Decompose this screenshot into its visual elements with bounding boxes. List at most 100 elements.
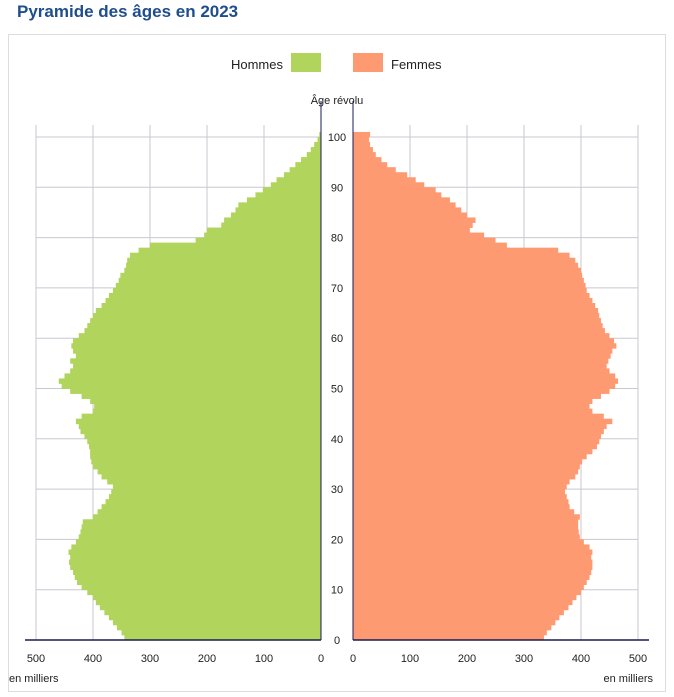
bar-hommes-age-62 [87,323,321,329]
bar-femmes-age-37 [353,448,593,455]
bar-femmes-age-70 [353,282,586,289]
bar-femmes-age-69 [353,287,587,294]
bar-hommes-age-1 [121,629,321,636]
bar-hommes-age-10 [81,584,321,591]
bar-hommes-age-36 [90,453,322,460]
bar-hommes-age-26 [101,504,321,510]
bar-hommes-age-89 [262,187,321,193]
bar-hommes-age-4 [108,614,322,621]
bar-hommes-age-52 [64,373,321,379]
bar-hommes-age-82 [221,222,321,228]
bar-hommes-age-9 [87,589,321,596]
bar-femmes-age-41 [353,428,604,435]
bar-hommes-age-93 [289,167,321,173]
bar-femmes-age-0 [353,634,544,641]
bar-femmes-age-61 [353,328,605,334]
bar-femmes-age-23 [353,519,579,525]
bar-femmes-age-77 [353,247,559,254]
x-tick-label: 100 [255,653,273,665]
x-tick-label: 0 [350,653,356,665]
bar-hommes-age-46 [94,403,321,410]
bar-femmes-age-4 [353,614,560,621]
y-tick-label: 100 [328,132,346,144]
x-tick-label: 400 [84,653,102,665]
bar-femmes-age-31 [353,479,570,485]
bar-hommes-age-66 [101,302,321,309]
bar-hommes-age-24 [93,514,321,520]
bar-femmes-age-97 [353,147,373,153]
bar-femmes-age-2 [353,624,552,631]
bar-hommes-age-22 [81,524,321,530]
bar-femmes-age-99 [353,137,369,143]
bar-femmes-age-12 [353,574,590,581]
bar-hommes-age-65 [95,308,321,314]
bar-hommes-age-91 [276,177,321,183]
bar-femmes-age-94 [353,162,388,168]
bar-femmes-age-67 [353,297,593,304]
x-tick-label: 0 [318,653,324,665]
bar-hommes-age-11 [77,579,321,586]
bar-hommes-age-13 [73,569,321,576]
bar-femmes-age-53 [353,368,610,374]
bar-femmes-age-3 [353,619,556,626]
bar-hommes-age-0 [124,634,321,641]
bar-hommes-age-14 [70,564,321,570]
bar-hommes-age-69 [112,287,321,294]
x-tick-label: 300 [515,653,533,665]
bar-femmes-age-10 [353,584,584,591]
bar-femmes-age-21 [353,529,579,535]
bar-hommes-age-80 [204,232,321,238]
bar-femmes-age-71 [353,277,584,284]
bar-femmes-age-27 [353,499,569,505]
bar-hommes-age-73 [124,267,321,274]
bar-hommes-age-87 [246,197,321,203]
bar-femmes-age-19 [353,539,584,545]
bar-femmes-age-46 [353,403,590,410]
bar-femmes-age-63 [353,318,601,324]
bar-femmes-age-79 [353,237,496,244]
bar-hommes-age-23 [82,519,322,525]
bar-femmes-age-47 [353,398,593,404]
bar-hommes-age-43 [75,418,322,425]
bar-hommes-age-85 [235,207,321,213]
bar-femmes-age-30 [353,484,567,490]
bar-hommes-age-96 [306,152,321,158]
bar-femmes-age-55 [353,358,609,364]
bar-femmes-age-52 [353,373,616,379]
x-tick-label: 400 [572,653,590,665]
bar-femmes-age-84 [353,212,467,218]
y-tick-label: 10 [331,585,343,597]
bar-femmes-age-86 [353,202,456,208]
bar-femmes-age-20 [353,534,580,540]
y-tick-label: 90 [331,182,343,194]
bar-hommes-age-25 [97,509,321,515]
x-tick-label: 200 [458,653,476,665]
bar-femmes-age-50 [353,383,616,389]
bar-femmes-age-49 [353,388,610,394]
bar-femmes-age-83 [353,217,476,223]
x-axis-label-right: en milliers [603,673,653,685]
bar-femmes-age-72 [353,272,583,279]
bar-hommes-age-51 [58,378,322,384]
bar-hommes-age-35 [91,458,321,465]
bar-femmes-age-57 [353,348,613,354]
bar-hommes-age-12 [74,574,321,581]
bar-femmes-age-60 [353,333,610,339]
bar-hommes-age-77 [138,247,321,254]
bar-femmes-age-85 [353,207,462,213]
bar-femmes-age-74 [353,262,579,269]
bar-hommes-age-37 [90,448,322,455]
bar-femmes-age-9 [353,589,581,596]
bar-hommes-age-92 [283,172,321,178]
bar-hommes-age-2 [116,624,321,631]
x-tick-label: 500 [27,653,45,665]
bar-hommes-age-74 [126,262,321,269]
bar-femmes-age-96 [353,152,376,158]
bar-hommes-age-86 [238,202,321,208]
bar-femmes-age-36 [353,453,587,460]
bar-hommes-age-16 [70,554,321,560]
bar-hommes-age-59 [73,338,321,344]
bar-femmes-age-29 [353,489,566,495]
x-tick-label: 300 [141,653,159,665]
bar-femmes-age-11 [353,579,587,586]
